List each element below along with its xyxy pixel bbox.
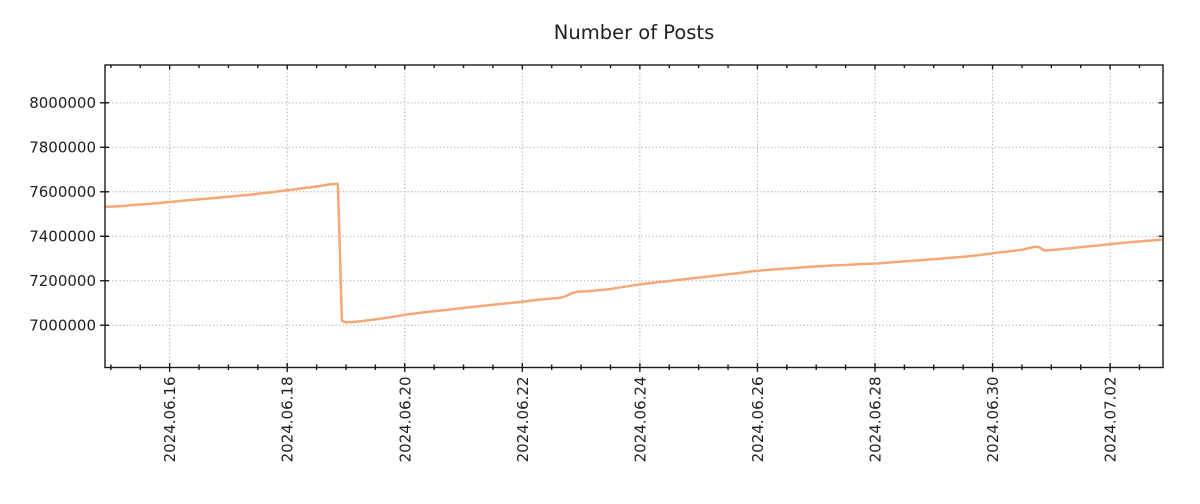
x-tick-label: 2024.06.24	[631, 377, 649, 463]
y-tick-label: 8000000	[29, 94, 96, 112]
posts-line	[104, 182, 1162, 324]
x-tick-label: 2024.06.26	[749, 377, 767, 463]
x-tick-label: 2024.06.30	[984, 377, 1002, 463]
y-tick-label: 7200000	[29, 272, 96, 290]
x-tick-label: 2024.07.02	[1102, 377, 1120, 463]
x-tick-label: 2024.06.16	[161, 377, 179, 463]
y-tick-label: 7000000	[29, 316, 96, 334]
x-tick-label: 2024.06.28	[866, 377, 884, 463]
posts-line-series	[104, 182, 1162, 324]
y-tick-label: 7400000	[29, 227, 96, 245]
x-axis-tick-labels: 2024.06.16 2024.06.18 2024.06.20 2024.06.22…	[161, 377, 1119, 463]
plot-border	[104, 64, 1164, 369]
axis-ticks	[100, 65, 1163, 372]
grid-lines	[105, 65, 1163, 368]
x-tick-label: 2024.06.20	[396, 377, 414, 463]
x-tick-label: 2024.06.22	[514, 377, 532, 463]
x-tick-label: 2024.06.18	[279, 377, 297, 463]
y-tick-label: 7800000	[29, 138, 96, 156]
y-tick-label: 7600000	[29, 183, 96, 201]
chart-title: Number of Posts	[554, 21, 715, 44]
y-axis-tick-labels: 7000000 7200000 7400000 7600000 7800000 80000…	[29, 94, 96, 334]
plot-spines	[104, 64, 1164, 369]
